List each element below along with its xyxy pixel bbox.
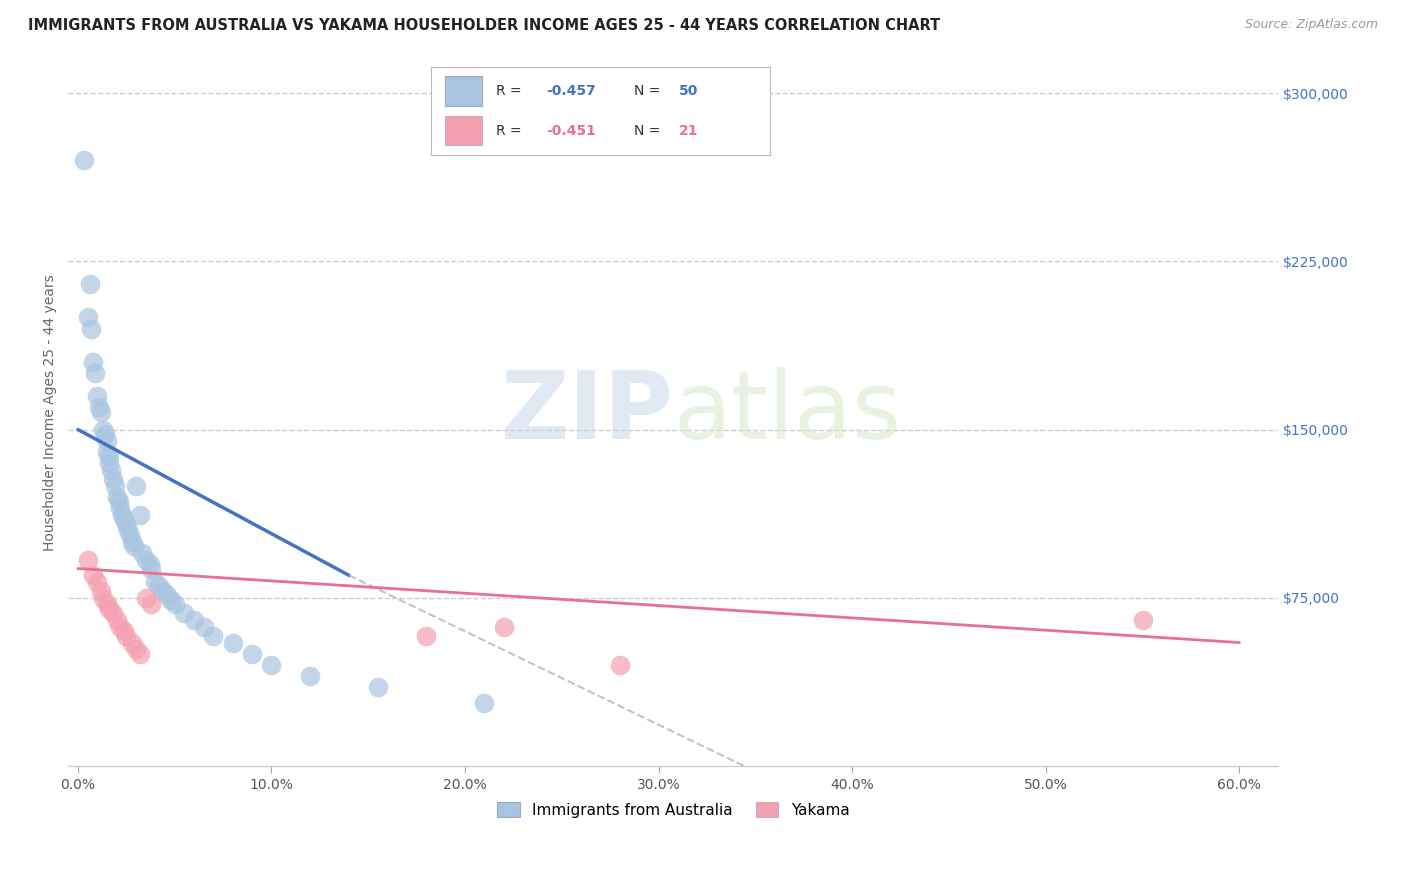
Point bbox=[101, 472, 124, 486]
Point bbox=[91, 423, 114, 437]
Point bbox=[202, 629, 225, 643]
Point bbox=[89, 400, 111, 414]
Point bbox=[135, 552, 157, 566]
Point bbox=[141, 561, 163, 575]
Point bbox=[148, 580, 170, 594]
Point bbox=[86, 389, 108, 403]
Point bbox=[97, 450, 120, 464]
Point bbox=[135, 591, 157, 605]
Point bbox=[173, 607, 195, 621]
Point bbox=[122, 539, 145, 553]
Text: Source: ZipAtlas.com: Source: ZipAtlas.com bbox=[1244, 18, 1378, 31]
Point bbox=[193, 620, 215, 634]
Point bbox=[90, 584, 112, 599]
Point bbox=[240, 647, 263, 661]
Point bbox=[90, 404, 112, 418]
Point bbox=[492, 620, 515, 634]
Point bbox=[609, 657, 631, 672]
Point bbox=[138, 557, 160, 571]
Point bbox=[100, 463, 122, 477]
Point bbox=[86, 574, 108, 589]
Text: atlas: atlas bbox=[673, 367, 901, 458]
Point bbox=[79, 277, 101, 291]
Point bbox=[125, 478, 148, 492]
Point bbox=[1132, 613, 1154, 627]
Text: IMMIGRANTS FROM AUSTRALIA VS YAKAMA HOUSEHOLDER INCOME AGES 25 - 44 YEARS CORREL: IMMIGRANTS FROM AUSTRALIA VS YAKAMA HOUS… bbox=[28, 18, 941, 33]
Point bbox=[94, 427, 117, 442]
Point bbox=[107, 494, 129, 508]
Y-axis label: Householder Income Ages 25 - 44 years: Householder Income Ages 25 - 44 years bbox=[44, 275, 58, 551]
Point bbox=[96, 598, 118, 612]
Point bbox=[97, 602, 120, 616]
Point bbox=[183, 613, 205, 627]
Point bbox=[163, 598, 186, 612]
Point bbox=[76, 310, 98, 325]
Point bbox=[120, 528, 142, 542]
Point bbox=[110, 620, 132, 634]
Point bbox=[104, 478, 127, 492]
Point bbox=[299, 669, 322, 683]
Point bbox=[101, 607, 124, 621]
Point bbox=[152, 584, 174, 599]
Point bbox=[115, 516, 138, 531]
Point bbox=[105, 490, 128, 504]
Point bbox=[117, 524, 139, 538]
Point bbox=[143, 574, 166, 589]
Point bbox=[96, 445, 118, 459]
Point bbox=[222, 635, 245, 649]
Point bbox=[260, 657, 283, 672]
Point bbox=[115, 629, 138, 643]
Point bbox=[112, 624, 135, 639]
Point bbox=[76, 552, 98, 566]
Point bbox=[159, 593, 181, 607]
Point bbox=[128, 647, 150, 661]
Point bbox=[110, 501, 132, 516]
Text: ZIP: ZIP bbox=[501, 367, 673, 458]
Point bbox=[73, 153, 96, 168]
Point bbox=[112, 512, 135, 526]
Point bbox=[82, 568, 104, 582]
Point bbox=[82, 355, 104, 369]
Point bbox=[474, 696, 496, 710]
Point bbox=[367, 681, 389, 695]
Point bbox=[121, 635, 143, 649]
Legend: Immigrants from Australia, Yakama: Immigrants from Australia, Yakama bbox=[489, 795, 858, 825]
Point bbox=[96, 434, 118, 448]
Point bbox=[91, 591, 114, 605]
Point bbox=[156, 589, 179, 603]
Point bbox=[111, 508, 134, 522]
Point bbox=[97, 456, 120, 470]
Point bbox=[415, 629, 437, 643]
Point bbox=[80, 321, 103, 335]
Point bbox=[131, 546, 153, 560]
Point bbox=[84, 367, 107, 381]
Point bbox=[128, 508, 150, 522]
Point bbox=[121, 534, 143, 549]
Point bbox=[125, 642, 148, 657]
Point bbox=[141, 598, 163, 612]
Point bbox=[105, 613, 128, 627]
